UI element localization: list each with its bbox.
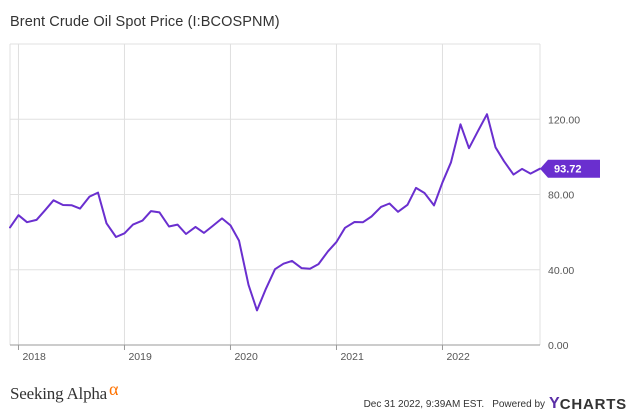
powered-by-text: Powered by: [492, 398, 546, 410]
last-value-badge-shape: [540, 159, 600, 178]
grid: [9, 43, 541, 345]
seeking-alpha-logo: Seeking Alpha α: [10, 379, 118, 405]
x-tick-label: 2022: [446, 351, 470, 363]
last-value-badge: 93.72: [540, 159, 600, 178]
y-tick-label: 120.00: [548, 114, 580, 126]
ycharts-logo-text: CHARTS: [559, 395, 627, 413]
last-value-label: 93.72: [554, 164, 582, 176]
x-tick-label: 2020: [234, 351, 258, 363]
axes: 0.00 40.00 80.00 120.00 2018 2019 2020 2021 2022: [10, 114, 580, 363]
y-tick-label: 0.00: [548, 340, 569, 352]
chart-title: Brent Crude Oil Spot Price (I:BCOSPNM): [10, 14, 280, 30]
ycharts-logo-y: Y: [549, 395, 560, 412]
x-tick-label: 2018: [22, 351, 46, 363]
y-tick-label: 80.00: [548, 190, 574, 202]
timestamp: Dec 31 2022, 9:39AM EST.: [363, 398, 485, 410]
alpha-symbol: α: [109, 379, 119, 399]
series-line: [9, 113, 541, 312]
seeking-alpha-wordmark: Seeking Alpha: [10, 384, 108, 403]
x-tick-label: 2021: [340, 351, 364, 363]
plot-area: [9, 113, 541, 312]
y-tick-label: 40.00: [548, 265, 574, 277]
x-tick-label: 2019: [128, 351, 152, 363]
chart-credits: Dec 31 2022, 9:39AM EST. Powered by Y CH…: [364, 395, 627, 413]
